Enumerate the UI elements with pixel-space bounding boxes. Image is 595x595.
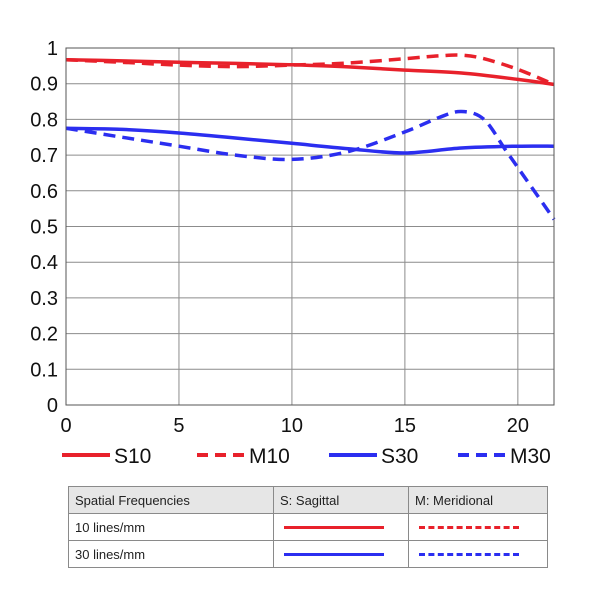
table-row: 10 lines/mm — [68, 513, 548, 541]
series-line-m10 — [65, 53, 555, 87]
x-tick-label: 20 — [507, 415, 529, 437]
x-tick-label: 5 — [173, 415, 184, 437]
y-tick-label: 0.6 — [30, 181, 58, 203]
y-tick-label: 1 — [47, 38, 58, 60]
solid-blue-line-swatch — [284, 552, 384, 556]
series-line-s30 — [65, 126, 555, 155]
x-tick-label: 10 — [281, 415, 303, 437]
y-tick-label: 0.5 — [30, 217, 58, 239]
y-tick-label: 0.1 — [30, 359, 58, 381]
y-tick-label: 0.2 — [30, 324, 58, 346]
x-tick-label: 0 — [60, 415, 71, 437]
legend-label-m30: M30 — [510, 445, 551, 468]
solid-red-line-swatch — [284, 525, 384, 529]
table-header-row: Spatial Frequencies S: Sagittal M: Merid… — [68, 486, 548, 514]
legend-label-m10: M10 — [249, 445, 290, 468]
row-label-10: 10 lines/mm — [68, 513, 274, 541]
header-meridional: M: Meridional — [408, 486, 548, 514]
series-line-s10 — [65, 58, 555, 87]
x-tick-labels: 0 5 10 15 20 — [60, 415, 529, 437]
y-tick-labels: 0 0.1 0.2 0.3 0.4 0.5 0.6 0.7 0.8 0.9 1 — [30, 38, 58, 417]
row-label-30: 30 lines/mm — [68, 540, 274, 568]
y-tick-label: 0 — [47, 395, 58, 417]
y-tick-label: 0.3 — [30, 288, 58, 310]
series-line-m30 — [65, 109, 556, 221]
series-lines — [65, 53, 556, 221]
dashed-blue-line-swatch — [419, 552, 519, 556]
y-tick-label: 0.8 — [30, 109, 58, 131]
legend-label-s10: S10 — [114, 445, 151, 468]
y-tick-label: 0.9 — [30, 74, 58, 96]
swatch-s30 — [273, 540, 409, 568]
header-spatial-frequencies: Spatial Frequencies — [68, 486, 274, 514]
dashed-red-line-swatch — [419, 525, 519, 529]
y-tick-label: 0.7 — [30, 145, 58, 167]
y-tick-label: 0.4 — [30, 252, 58, 274]
legend: S10 M10 S30 M30 — [62, 445, 551, 468]
x-tick-label: 15 — [394, 415, 416, 437]
header-sagittal: S: Sagittal — [273, 486, 409, 514]
spatial-frequency-table: Spatial Frequencies S: Sagittal M: Merid… — [68, 486, 548, 568]
table-row: 30 lines/mm — [68, 540, 548, 568]
swatch-m10 — [408, 513, 548, 541]
plot-frame — [65, 47, 555, 406]
swatch-s10 — [273, 513, 409, 541]
legend-label-s30: S30 — [381, 445, 418, 468]
grid — [65, 47, 554, 406]
swatch-m30 — [408, 540, 548, 568]
